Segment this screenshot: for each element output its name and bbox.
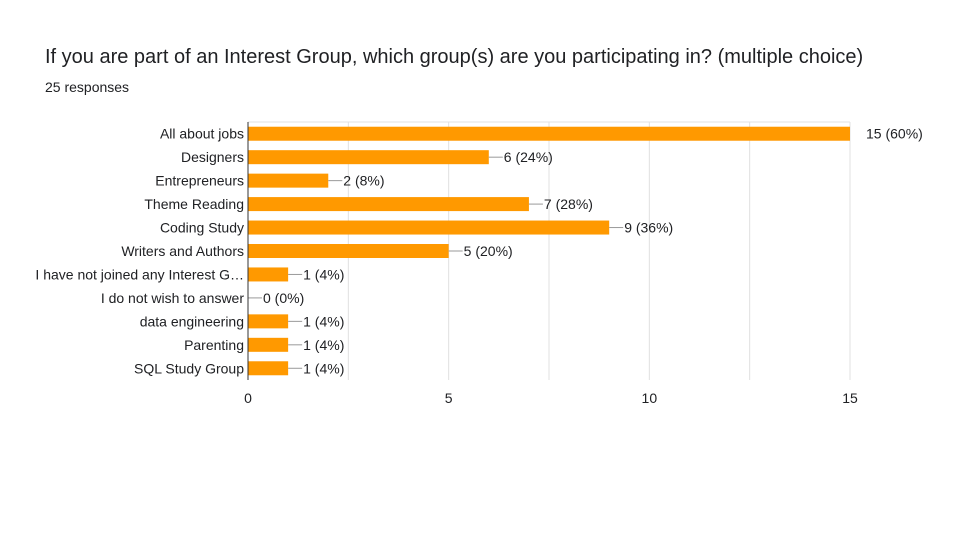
bar (248, 173, 329, 188)
bar (248, 314, 289, 329)
data-label: 9 (36%) (624, 220, 673, 236)
data-label: 1 (4%) (303, 337, 344, 353)
bar (248, 220, 610, 235)
category-label: Writers and Authors (121, 243, 244, 259)
data-label: 1 (4%) (303, 266, 344, 282)
category-label: data engineering (140, 313, 244, 329)
data-label: 2 (8%) (343, 173, 384, 189)
category-label: Designers (181, 149, 244, 165)
data-label: 15 (60%) (866, 126, 923, 142)
x-tick-label: 0 (244, 390, 252, 406)
category-label: Coding Study (160, 220, 244, 236)
data-label: 0 (0%) (263, 290, 304, 306)
chart-title: If you are part of an Interest Group, wh… (45, 46, 864, 68)
category-label: Entrepreneurs (155, 173, 244, 189)
bar (248, 126, 850, 141)
bar (248, 267, 289, 282)
bar (248, 337, 289, 352)
category-label: I do not wish to answer (101, 290, 245, 306)
data-label: 1 (4%) (303, 360, 344, 376)
data-label: 7 (28%) (544, 196, 593, 212)
bar (248, 244, 449, 258)
x-tick-label: 5 (445, 390, 453, 406)
data-label: 5 (20%) (464, 243, 513, 259)
x-tick-label: 15 (842, 390, 858, 406)
category-label: Theme Reading (144, 196, 244, 212)
bar (248, 361, 289, 376)
response-count: 25 responses (45, 79, 130, 95)
bar (248, 150, 489, 165)
category-label: SQL Study Group (134, 360, 244, 376)
data-label: 1 (4%) (303, 313, 344, 329)
category-label: All about jobs (160, 126, 244, 142)
category-label: I have not joined any Interest G… (35, 266, 244, 282)
category-label: Parenting (184, 337, 244, 353)
data-label: 6 (24%) (504, 149, 553, 165)
x-tick-label: 10 (642, 390, 658, 406)
bar (248, 197, 529, 212)
